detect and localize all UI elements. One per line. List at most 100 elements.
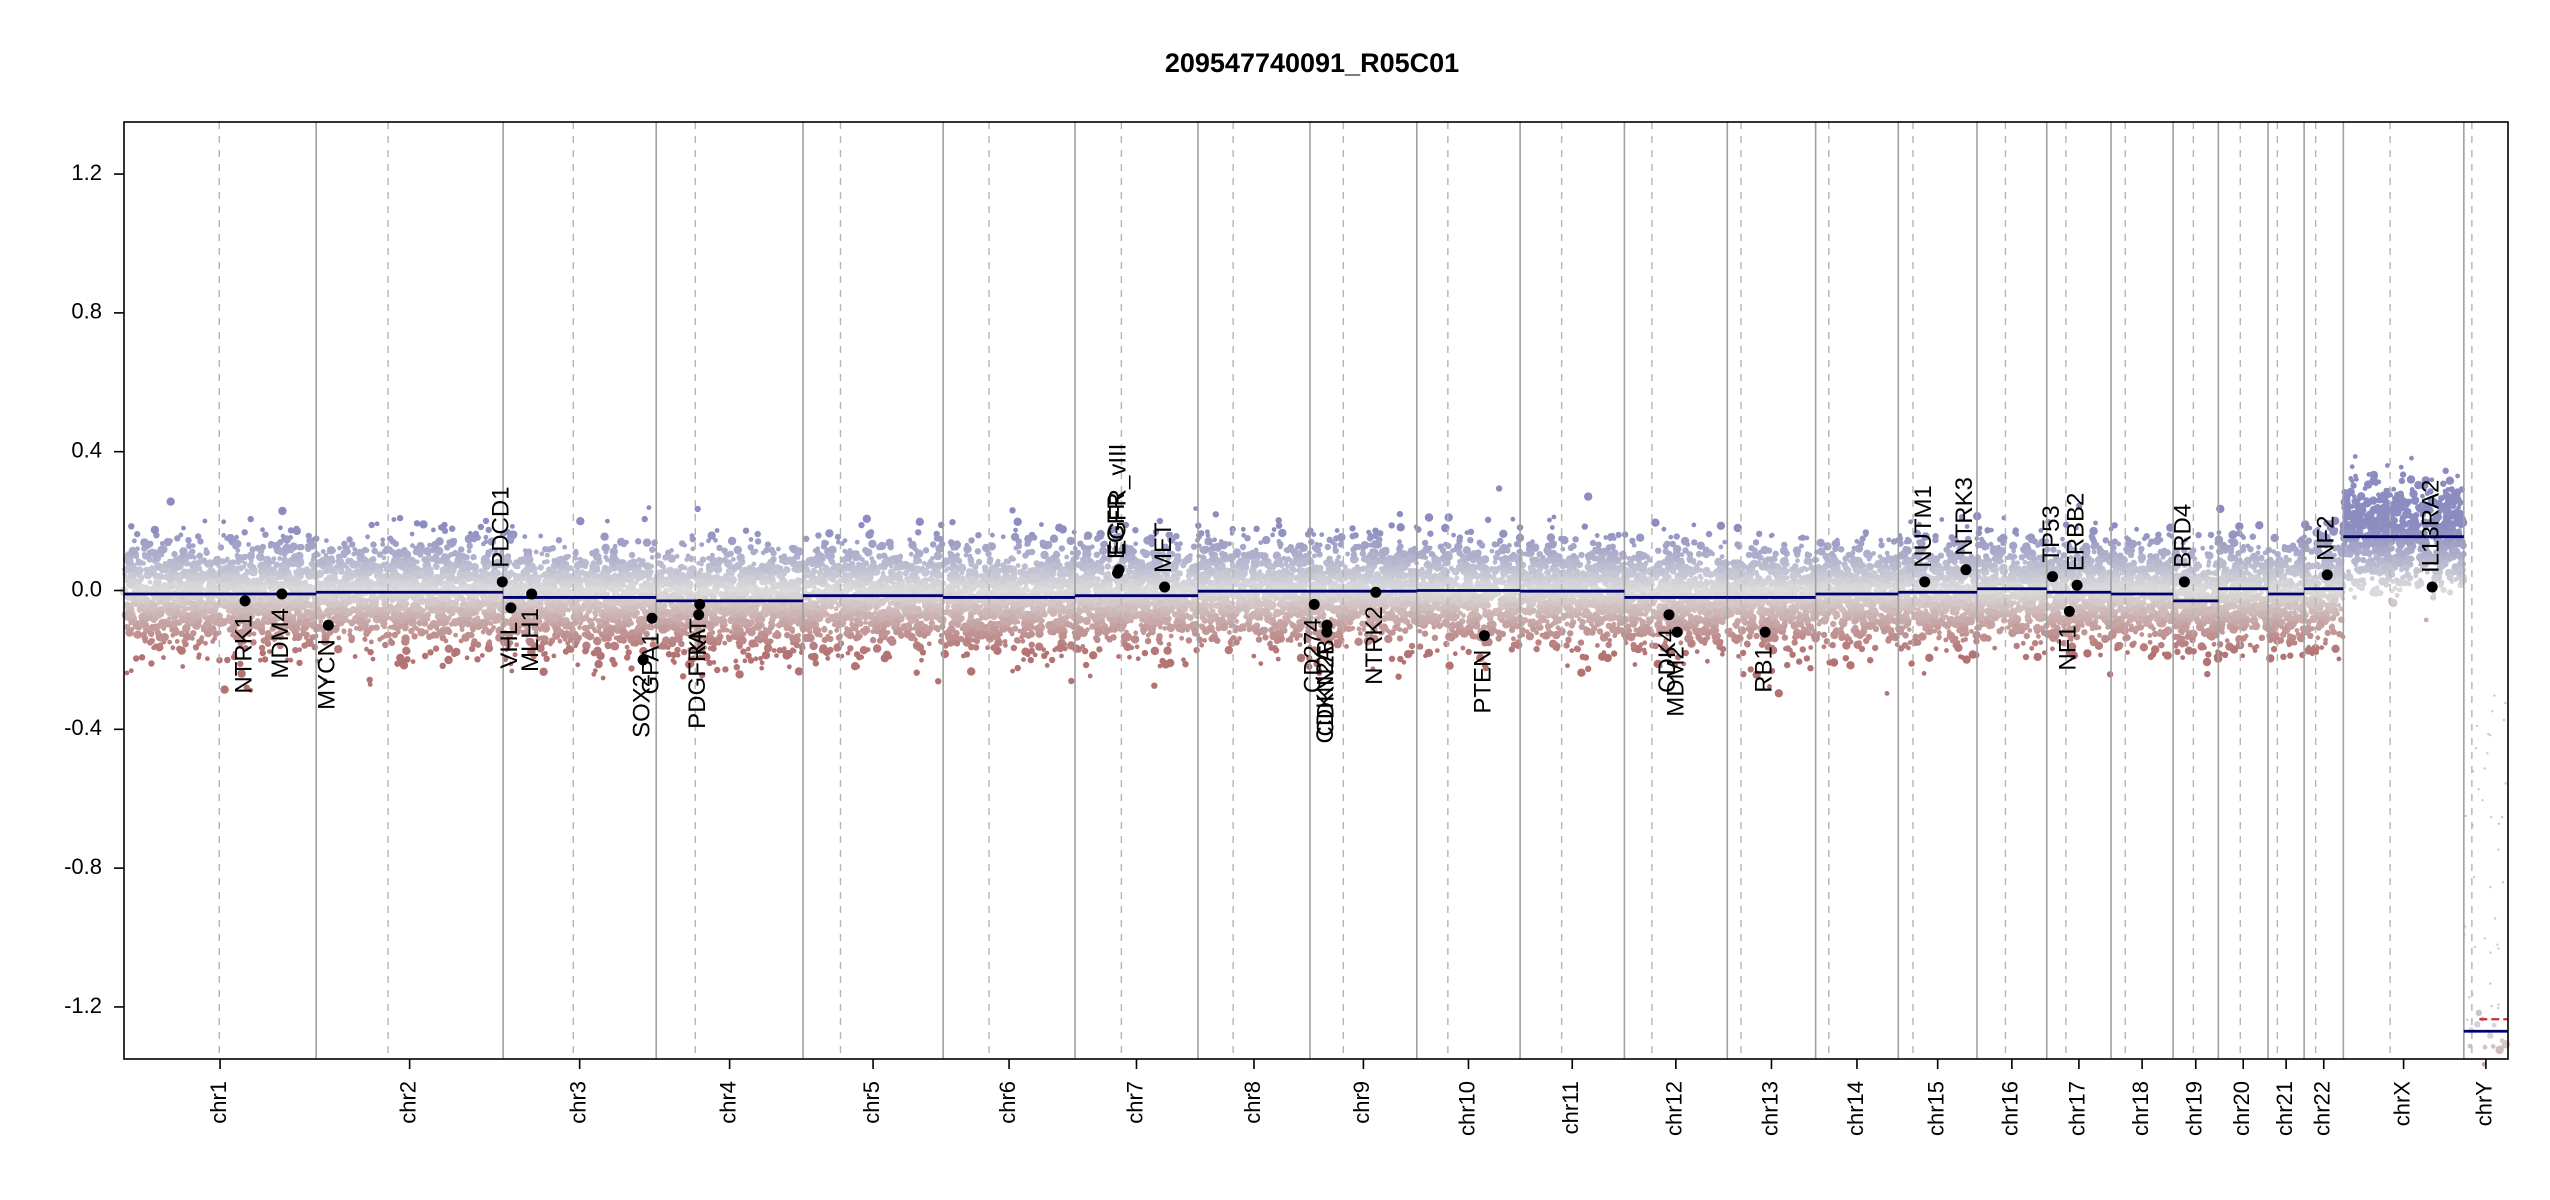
- gene-point-pdcd1: [496, 576, 508, 588]
- gene-point-egfr_viii: [1113, 564, 1125, 576]
- x-tick-label-chr20: chr20: [2229, 1081, 2254, 1136]
- x-tick-label-chr14: chr14: [1843, 1081, 1868, 1136]
- gene-point-ntrk2: [1370, 586, 1382, 598]
- gene-label-gpa1: GPA1: [637, 632, 664, 694]
- x-tick-label-chrY: chrY: [2472, 1081, 2497, 1127]
- x-tick-label-chr17: chr17: [2065, 1081, 2090, 1136]
- x-tick-label-chr12: chr12: [1662, 1081, 1687, 1136]
- probe-group-chr8: [1195, 511, 1314, 670]
- x-tick-label-chr5: chr5: [859, 1081, 884, 1124]
- gene-label-vhl: VHL: [496, 622, 523, 669]
- gene-point-nf1: [2063, 605, 2075, 617]
- y-tick-label: 0.4: [71, 437, 102, 462]
- probe-group-chr2: [312, 514, 506, 687]
- probe-points: [119, 454, 2511, 1067]
- probe-group-chr9: [1305, 510, 1421, 680]
- x-tick-label-chr6: chr6: [995, 1081, 1020, 1124]
- gene-label-pdgfra: PDGFRA: [684, 629, 711, 729]
- gene-label-il13ra2: IL13RA2: [2418, 480, 2445, 573]
- y-tick-label: -0.4: [64, 715, 102, 740]
- gene-point-kit: [694, 598, 706, 610]
- gene-label-ntrk3: NTRK3: [1951, 477, 1978, 556]
- x-tick-label-chr1: chr1: [206, 1081, 231, 1124]
- x-tick-label-chr22: chr22: [2310, 1081, 2335, 1136]
- probe-group-chr3: [500, 505, 661, 681]
- gene-label-ntrk1: NTRK1: [230, 615, 257, 694]
- gene-label-mdm4: MDM4: [267, 608, 294, 679]
- x-tick-label-chr4: chr4: [715, 1081, 740, 1124]
- gene-point-gpa1: [646, 612, 658, 624]
- probe-group-chr17: [2043, 502, 2115, 678]
- probe-group-chr11: [1517, 492, 1629, 677]
- gene-label-cdkn2a: CDKN2A: [1312, 646, 1339, 743]
- gene-label-nutm1: NUTM1: [1910, 485, 1937, 568]
- gene-point-nf2: [2321, 569, 2333, 581]
- probe-group-chr10: [1413, 485, 1525, 672]
- x-tick-label-chr9: chr9: [1349, 1081, 1374, 1124]
- probe-group-chr21: [2265, 533, 2308, 663]
- gene-label-met: MET: [1150, 522, 1177, 573]
- gene-label-tp53: TP53: [2038, 505, 2065, 562]
- gene-point-met: [1159, 581, 1171, 593]
- y-tick-label: -1.2: [64, 993, 102, 1018]
- gene-point-cdkn2b: [1321, 619, 1333, 631]
- gene-label-erbb2: ERBB2: [2062, 493, 2089, 572]
- gene-label-nf1: NF1: [2055, 625, 2082, 670]
- gene-point-rb1: [1759, 626, 1771, 638]
- gene-label-nf2: NF2: [2313, 516, 2340, 561]
- y-tick-label: -0.8: [64, 854, 102, 879]
- probe-group-chr18: [2107, 522, 2177, 661]
- x-tick-label-chr21: chr21: [2272, 1081, 2297, 1136]
- gene-point-brd4: [2178, 576, 2190, 588]
- probe-group-chr20: [2214, 504, 2272, 659]
- y-tick-label: 0.8: [71, 299, 102, 324]
- gene-label-ntrk2: NTRK2: [1361, 606, 1388, 685]
- gene-label-sox2: SOX2: [629, 674, 656, 738]
- x-tick-label-chr13: chr13: [1757, 1081, 1782, 1136]
- chart-title: 209547740091_R05C01: [1165, 48, 1459, 78]
- gene-point-cdk4: [1663, 609, 1675, 621]
- gene-point-sox2: [637, 654, 649, 666]
- x-tick-label-chr18: chr18: [2128, 1081, 2153, 1136]
- gene-label-rb1: RB1: [1750, 646, 1777, 693]
- segment-lines: [124, 535, 2508, 1033]
- gene-point-pten: [1478, 630, 1490, 642]
- gene-point-il13ra2: [2426, 581, 2438, 593]
- probe-group-chr7: [1070, 506, 1202, 689]
- gene-point-nutm1: [1919, 576, 1931, 588]
- gene-point-ntrk1: [239, 595, 251, 607]
- y-tick-label: 1.2: [71, 160, 102, 185]
- gene-point-pdgfra: [693, 609, 705, 621]
- gene-point-erbb2: [2071, 579, 2083, 591]
- gene-point-mdm2: [1671, 626, 1683, 638]
- axes: -1.2 -0.8 -0.4 0.0 0.4 0.8 1.2 chr1 chr2 chr3 chr4…: [64, 121, 2509, 1136]
- gene-label-mlh1: MLH1: [517, 608, 544, 672]
- gene-point-cd274: [1308, 598, 1320, 610]
- probe-group-chr4: [652, 505, 807, 680]
- gene-label-kit: KIT: [685, 618, 712, 656]
- gene-label-mycn: MYCN: [314, 639, 341, 710]
- gene-point-ntrk3: [1960, 564, 1972, 576]
- x-tick-label-chr15: chr15: [1924, 1081, 1949, 1136]
- probe-group-chr1: [119, 497, 320, 694]
- probe-group-chr15: [1894, 514, 1981, 676]
- x-tick-label-chr8: chr8: [1240, 1081, 1265, 1124]
- x-tick-label-chrX: chrX: [2389, 1081, 2414, 1127]
- gene-label-egfr: EGFR: [1103, 492, 1130, 559]
- gene-point-mdm4: [276, 588, 288, 600]
- x-tick-label-chr2: chr2: [395, 1081, 420, 1124]
- gene-label-cdk4: CDK4: [1654, 629, 1681, 693]
- x-tick-label-chr7: chr7: [1122, 1081, 1147, 1124]
- x-tick-label-chr3: chr3: [566, 1081, 591, 1124]
- gene-point-tp53: [2047, 571, 2059, 583]
- gene-label-cdkn2b: CDKN2B: [1312, 639, 1339, 736]
- gene-label-brd4: BRD4: [2170, 504, 2197, 568]
- x-tick-label-chr10: chr10: [1454, 1081, 1479, 1136]
- gene-label-mdm2: MDM2: [1663, 646, 1690, 717]
- x-tick-label-chr19: chr19: [2182, 1081, 2207, 1136]
- gene-label-pten: PTEN: [1470, 650, 1497, 714]
- x-tick-label-chr16: chr16: [1998, 1081, 2023, 1136]
- y-tick-label: 0.0: [71, 576, 102, 601]
